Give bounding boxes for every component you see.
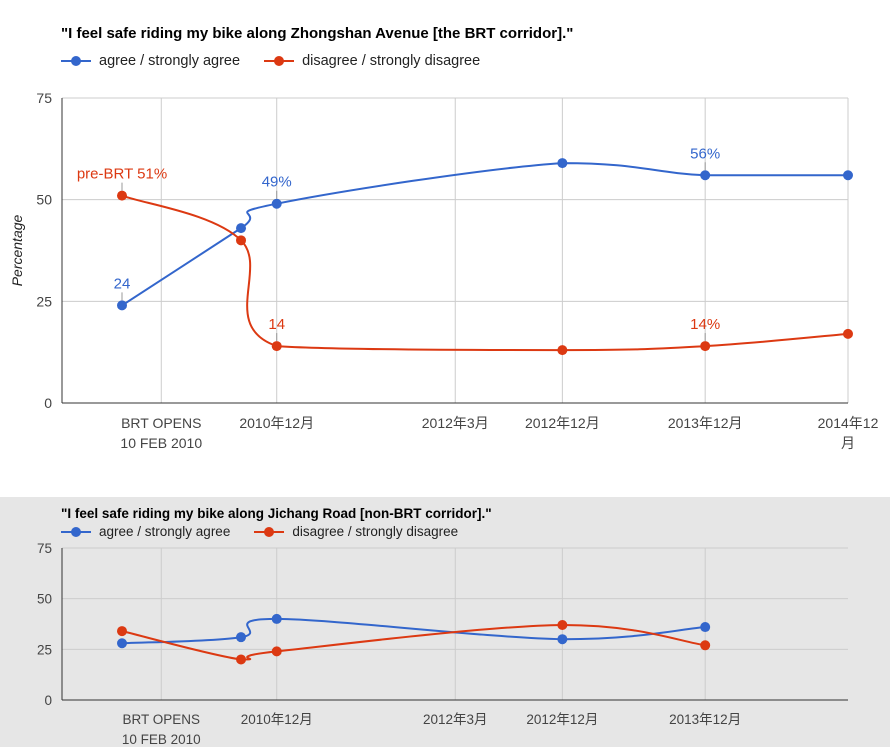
data-point-agree[interactable] (117, 638, 127, 649)
x-tick-label: 2014年12 (818, 415, 879, 431)
data-point-disagree[interactable] (843, 328, 853, 339)
legend-item-disagree[interactable]: disagree / strongly disagree (264, 53, 480, 69)
y-tick-label: 25 (37, 642, 52, 657)
legend: agree / strongly agree disagree / strong… (61, 53, 504, 69)
x-tick-label: 月 (841, 435, 855, 451)
data-point-agree[interactable] (117, 300, 127, 311)
data-point-disagree[interactable] (700, 640, 711, 651)
data-point-agree[interactable] (271, 613, 282, 624)
data-point-agree[interactable] (557, 634, 568, 645)
legend: agree / strongly agree disagree / strong… (61, 524, 482, 539)
y-tick-label: 0 (44, 395, 52, 411)
legend-marker-disagree (264, 55, 295, 67)
x-tick-label: 2012年12月 (525, 415, 600, 431)
chart-plot: 0 25 50 75 BRT OPENS 10 FEB 2010 2010年12月 2012年… (37, 541, 848, 747)
data-point-disagree[interactable] (557, 345, 568, 356)
data-label-disagree: 14 (268, 316, 285, 333)
series-line-agree (121, 162, 848, 307)
data-label-disagree: 14% (690, 316, 720, 333)
x-tick-label: 2013年12月 (668, 415, 743, 431)
data-point-agree[interactable] (843, 170, 853, 181)
y-tick-label: 50 (36, 192, 52, 208)
data-label-disagree: pre-BRT 51% (77, 166, 167, 183)
legend-marker-agree (61, 526, 91, 538)
data-point-disagree[interactable] (117, 626, 127, 637)
data-label-agree: 49% (262, 174, 292, 191)
y-tick-label: 0 (44, 693, 52, 708)
legend-item-agree[interactable]: agree / strongly agree (61, 53, 240, 69)
chart-title: "I feel safe riding my bike along Jichan… (61, 506, 492, 521)
legend-label-disagree: disagree / strongly disagree (292, 524, 459, 539)
data-point-agree[interactable] (271, 198, 282, 209)
x-tick-label: 2010年12月 (241, 712, 313, 727)
x-tick-label: 10 FEB 2010 (122, 732, 201, 747)
chart-jichang: "I feel safe riding my bike along Jichan… (0, 497, 890, 747)
x-tick-label: 2012年12月 (526, 712, 598, 727)
y-tick-label: 75 (37, 541, 52, 556)
data-point-disagree[interactable] (700, 341, 711, 352)
x-tick-label: BRT OPENS (123, 712, 201, 727)
legend-label-agree: agree / strongly agree (99, 53, 241, 69)
data-point-disagree[interactable] (236, 654, 247, 665)
legend-item-disagree[interactable]: disagree / strongly disagree (254, 524, 458, 539)
data-label-agree: 24 (114, 275, 131, 292)
y-tick-label: 50 (37, 592, 52, 607)
series-line-disagree (121, 194, 849, 352)
data-point-agree[interactable] (700, 170, 711, 181)
data-point-disagree[interactable] (271, 341, 282, 352)
data-point-disagree[interactable] (117, 190, 127, 201)
y-tick-label: 75 (36, 90, 52, 106)
data-point-agree[interactable] (236, 632, 247, 643)
legend-marker-disagree (254, 526, 285, 538)
legend-label-agree: agree / strongly agree (99, 524, 231, 539)
data-point-disagree[interactable] (236, 235, 247, 246)
legend-marker-agree (61, 55, 91, 67)
y-tick-label: 25 (36, 293, 52, 309)
y-axis-title: Percentage (9, 214, 25, 286)
chart-plot: 0 25 50 75 BRT OPENS 10 FEB 2010 2010年12月 2012年… (9, 90, 879, 451)
data-point-agree[interactable] (700, 622, 711, 633)
legend-item-agree[interactable]: agree / strongly agree (61, 524, 230, 539)
x-tick-label: 2013年12月 (669, 712, 741, 727)
x-tick-label: 2012年3月 (423, 712, 488, 727)
data-point-agree[interactable] (236, 223, 247, 234)
chart-title: "I feel safe riding my bike along Zhongs… (61, 25, 574, 42)
x-tick-label: BRT OPENS (121, 415, 201, 431)
data-point-agree[interactable] (557, 158, 568, 169)
series-line-disagree (121, 623, 706, 661)
chart-zhongshan: "I feel safe riding my bike along Zhongs… (9, 25, 879, 451)
legend-label-disagree: disagree / strongly disagree (302, 53, 481, 69)
data-point-disagree[interactable] (271, 646, 282, 657)
series-line-agree (121, 617, 706, 645)
data-label-agree: 56% (690, 145, 720, 162)
x-tick-label: 2012年3月 (422, 415, 489, 431)
x-tick-label: 2010年12月 (239, 415, 314, 431)
data-point-disagree[interactable] (557, 620, 568, 631)
x-tick-label: 10 FEB 2010 (120, 435, 202, 451)
